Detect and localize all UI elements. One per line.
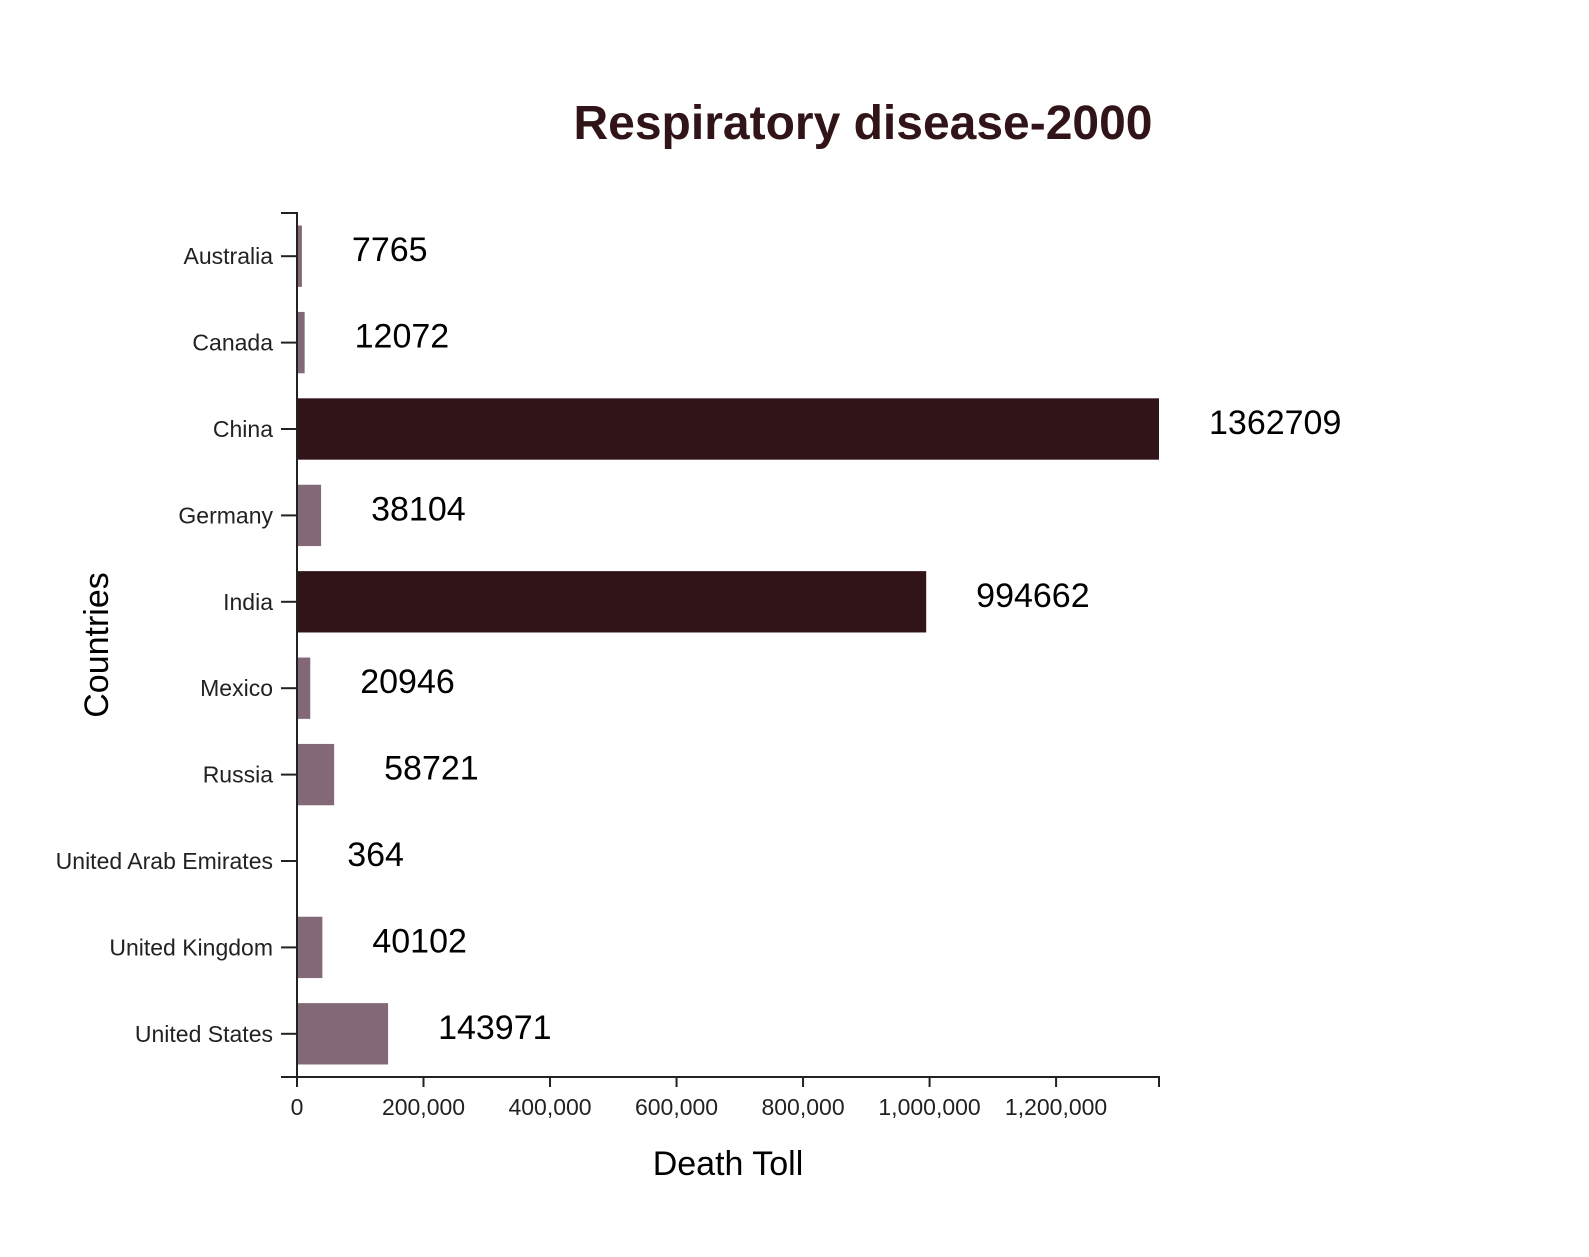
y-tick-label: United Kingdom: [109, 934, 273, 960]
bar-india: [297, 571, 927, 633]
x-tick-label: 0: [291, 1094, 304, 1120]
data-label: 58721: [384, 750, 479, 788]
data-label: 7765: [352, 231, 428, 269]
bar-united-kingdom: [297, 916, 323, 979]
bar-russia: [297, 743, 335, 806]
y-tick-label: India: [223, 589, 273, 615]
x-axis-label: Death Toll: [653, 1145, 804, 1183]
x-axis-line: [296, 1076, 1160, 1087]
x-tick-label: 1,000,000: [878, 1094, 980, 1120]
bar-china: [297, 398, 1159, 460]
bar-australia: [297, 225, 302, 287]
bar-canada: [297, 311, 305, 374]
y-tick-label: Russia: [203, 762, 274, 788]
y-axis-label: Countries: [78, 572, 116, 718]
y-tick-label: Canada: [192, 330, 273, 356]
y-axis: Australia Canada China Germany India Mexico Ru…: [56, 212, 298, 1078]
data-label: 1362709: [1209, 404, 1341, 442]
y-tick-label: United States: [135, 1021, 273, 1047]
y-tick-label: Germany: [178, 502, 273, 528]
x-tick-label: 800,000: [761, 1094, 844, 1120]
chart-title: Respiratory disease-2000: [574, 97, 1153, 150]
y-tick-label: China: [213, 416, 273, 442]
bar-germany: [297, 484, 322, 547]
x-tick-label: 400,000: [508, 1094, 591, 1120]
data-label: 364: [347, 836, 404, 874]
bar-mexico: [297, 657, 311, 719]
x-axis: 0 200,000 400,000 600,000 800,000 1,000,000 1,…: [282, 1076, 1160, 1120]
x-tick-label: 200,000: [382, 1094, 465, 1120]
bar-united-states: [297, 1003, 389, 1065]
y-tick-label: Mexico: [200, 675, 273, 701]
data-label: 12072: [355, 318, 450, 356]
bars-group: 7765 12072 1362709 38104 994662 20946 58721 364…: [297, 225, 1341, 1065]
data-label: 20946: [360, 663, 455, 701]
y-tick-label: Australia: [184, 243, 274, 269]
y-tick-label: United Arab Emirates: [56, 848, 273, 874]
data-label: 38104: [371, 490, 466, 528]
data-label: 994662: [976, 577, 1089, 615]
data-label: 143971: [438, 1009, 551, 1047]
x-tick-label: 600,000: [635, 1094, 718, 1120]
x-tick-label: 1,200,000: [1005, 1094, 1107, 1120]
data-label: 40102: [372, 922, 467, 960]
